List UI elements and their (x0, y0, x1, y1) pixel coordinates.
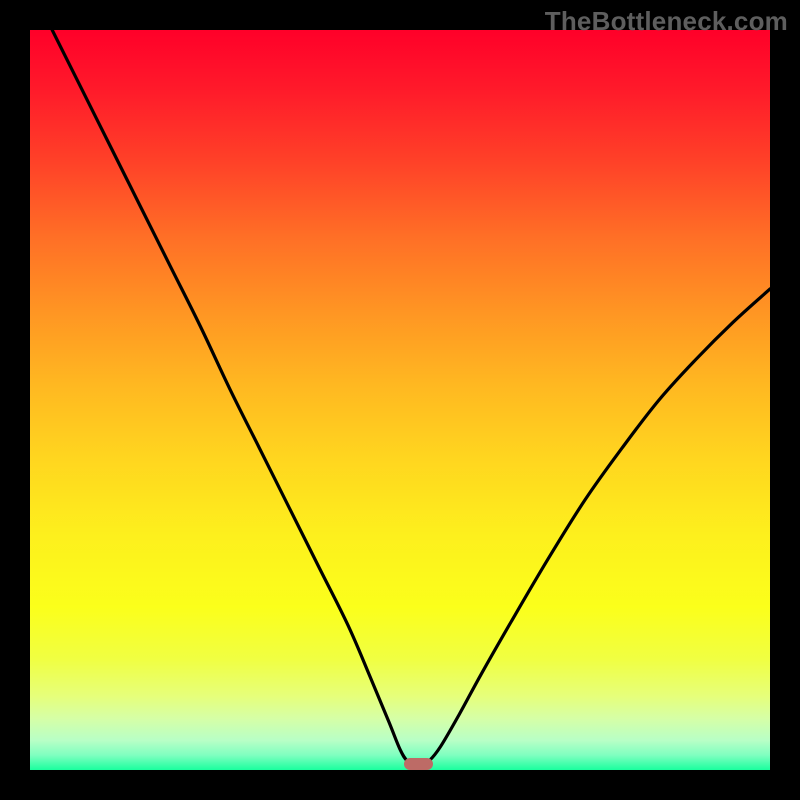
chart-frame: TheBottleneck.com (0, 0, 800, 800)
bottleneck-curve (30, 30, 770, 770)
optimum-marker (404, 758, 432, 770)
plot-area (30, 30, 770, 770)
curve-path (52, 30, 770, 765)
watermark-text: TheBottleneck.com (545, 6, 788, 37)
